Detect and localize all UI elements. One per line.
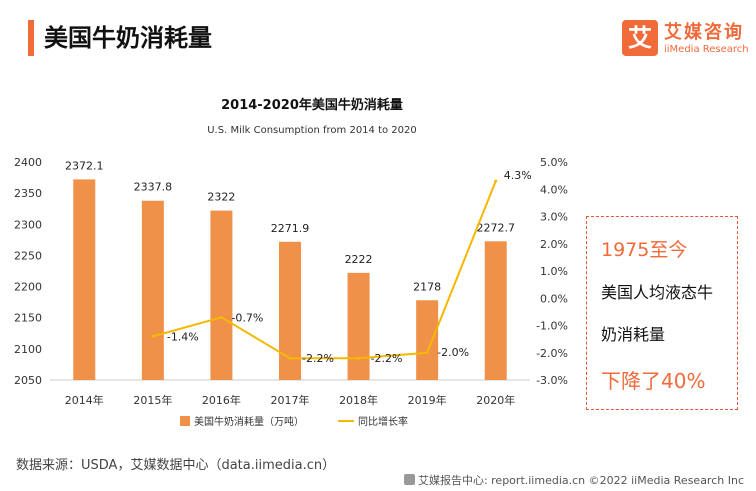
growth-rate-label: -1.4% bbox=[167, 330, 199, 343]
bar-value-label: 2178 bbox=[413, 280, 441, 293]
brand-logo: 艾 艾媒咨询 iiMedia Research bbox=[622, 18, 749, 62]
logo-mark: 艾 bbox=[622, 20, 658, 56]
y-left-tick-label: 2100 bbox=[14, 343, 42, 356]
x-tick-label: 2020年 bbox=[476, 393, 515, 407]
growth-rate-label: -2.2% bbox=[302, 352, 334, 365]
footer-text: 艾媒报告中心: report.iimedia.cn ©2022 iiMedia … bbox=[417, 474, 744, 487]
callout-line-3: 奶消耗量 bbox=[601, 325, 666, 344]
y-left-tick-label: 2200 bbox=[14, 281, 42, 294]
x-tick-label: 2017年 bbox=[271, 393, 310, 407]
logo-english-name: iiMedia Research bbox=[664, 44, 749, 55]
y-left-tick-label: 2150 bbox=[14, 312, 42, 325]
bar-value-label: 2272.7 bbox=[476, 221, 515, 234]
bar-value-label: 2271.9 bbox=[271, 222, 310, 235]
bar-value-label: 2372.1 bbox=[65, 159, 104, 172]
y-right-tick-label: 1.0% bbox=[540, 265, 568, 278]
bar bbox=[416, 300, 439, 380]
callout-line-2: 美国人均液态牛 bbox=[601, 283, 714, 302]
x-tick-label: 2016年 bbox=[202, 393, 241, 407]
x-tick-label: 2019年 bbox=[408, 393, 447, 407]
y-right-tick-label: 3.0% bbox=[540, 211, 568, 224]
logo-chinese-name: 艾媒咨询 bbox=[664, 22, 744, 43]
growth-rate-point bbox=[288, 356, 292, 360]
y-right-tick-label: 5.0% bbox=[540, 156, 568, 169]
bar-value-label: 2337.8 bbox=[134, 181, 173, 194]
y-right-tick-label: 4.0% bbox=[540, 183, 568, 196]
y-left-tick-label: 2400 bbox=[14, 156, 42, 169]
bar-value-label: 2222 bbox=[345, 253, 373, 266]
bar bbox=[484, 241, 507, 380]
report-center-icon bbox=[403, 474, 415, 485]
y-left-tick-label: 2050 bbox=[14, 374, 42, 387]
growth-rate-point bbox=[494, 179, 498, 183]
y-right-tick-label: -2.0% bbox=[536, 347, 568, 360]
y-right-tick-label: -3.0% bbox=[536, 374, 568, 387]
growth-rate-label: -2.0% bbox=[437, 346, 469, 359]
bar bbox=[210, 210, 233, 380]
growth-rate-point bbox=[151, 334, 155, 338]
x-tick-label: 2015年 bbox=[133, 393, 172, 407]
callout-line-4: 下降了40% bbox=[601, 369, 706, 393]
growth-rate-point bbox=[219, 315, 223, 319]
highlight-callout: 1975至今 美国人均液态牛 奶消耗量 下降了40% bbox=[586, 216, 738, 410]
y-left-tick-label: 2350 bbox=[14, 187, 42, 200]
y-right-tick-label: 2.0% bbox=[540, 238, 568, 251]
callout-line-1: 1975至今 bbox=[601, 239, 688, 261]
y-left-tick-label: 2300 bbox=[14, 218, 42, 231]
footer: 艾媒报告中心: report.iimedia.cn ©2022 iiMedia … bbox=[403, 472, 744, 488]
bar-value-label: 2322 bbox=[207, 191, 235, 204]
growth-rate-label: 4.3% bbox=[504, 169, 532, 182]
chart-subtitle: U.S. Milk Consumption from 2014 to 2020 bbox=[207, 125, 417, 136]
legend-label-line: 同比增长率 bbox=[358, 415, 408, 428]
growth-rate-point bbox=[425, 351, 429, 355]
bar bbox=[141, 200, 164, 380]
legend-label-bars: 美国牛奶消耗量（万吨） bbox=[194, 415, 304, 428]
y-left-tick-label: 2250 bbox=[14, 249, 42, 262]
growth-rate-label: -0.7% bbox=[231, 311, 263, 324]
data-source: 数据来源：USDA，艾媒数据中心（data.iimedia.cn） bbox=[16, 458, 336, 473]
x-tick-label: 2018年 bbox=[339, 393, 378, 407]
title-accent-bar bbox=[28, 20, 34, 56]
growth-rate-point bbox=[357, 356, 361, 360]
x-tick-label: 2014年 bbox=[65, 393, 104, 407]
legend-swatch-bars bbox=[180, 416, 190, 426]
growth-rate-label: -2.2% bbox=[371, 352, 403, 365]
y-right-tick-label: 0.0% bbox=[540, 292, 568, 305]
page-title: 美国牛奶消耗量 bbox=[44, 24, 212, 52]
y-right-tick-label: -1.0% bbox=[536, 320, 568, 333]
bar bbox=[347, 272, 370, 380]
bar bbox=[73, 179, 96, 380]
bar bbox=[279, 241, 301, 380]
chart-title: 2014-2020年美国牛奶消耗量 bbox=[221, 97, 403, 113]
growth-rate-line bbox=[152, 180, 497, 360]
